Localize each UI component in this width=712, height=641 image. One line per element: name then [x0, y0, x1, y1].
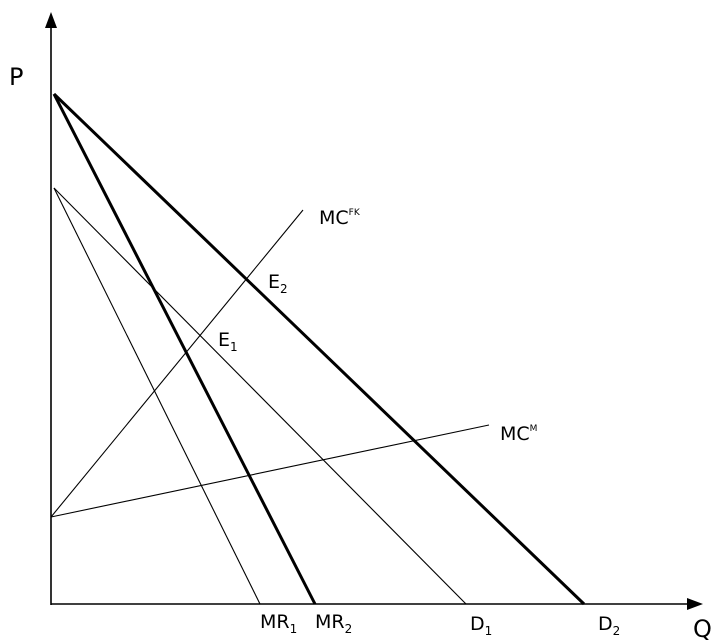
mc-fk-label: MCFK [319, 207, 361, 229]
mr1-label: MR1 [260, 611, 297, 636]
d2-curve [52, 92, 586, 606]
e2-label: E2 [268, 271, 288, 296]
mr1-curve [53, 187, 261, 605]
mc-m-curve [50, 424, 490, 518]
mc-fk-curve [50, 209, 304, 518]
mc-m-label: MCM [500, 423, 537, 445]
mr2-curve [52, 93, 317, 605]
x-axis-label: Q [693, 615, 712, 641]
y-axis-arrowhead [45, 12, 57, 28]
mr2-label: MR2 [315, 611, 352, 636]
e1-label: E1 [218, 329, 238, 354]
y-axis-label: P [9, 63, 23, 91]
d1-label: D1 [470, 613, 492, 638]
d2-label: D2 [598, 613, 620, 638]
d1-curve [53, 187, 467, 605]
x-axis-arrowhead [687, 598, 703, 610]
